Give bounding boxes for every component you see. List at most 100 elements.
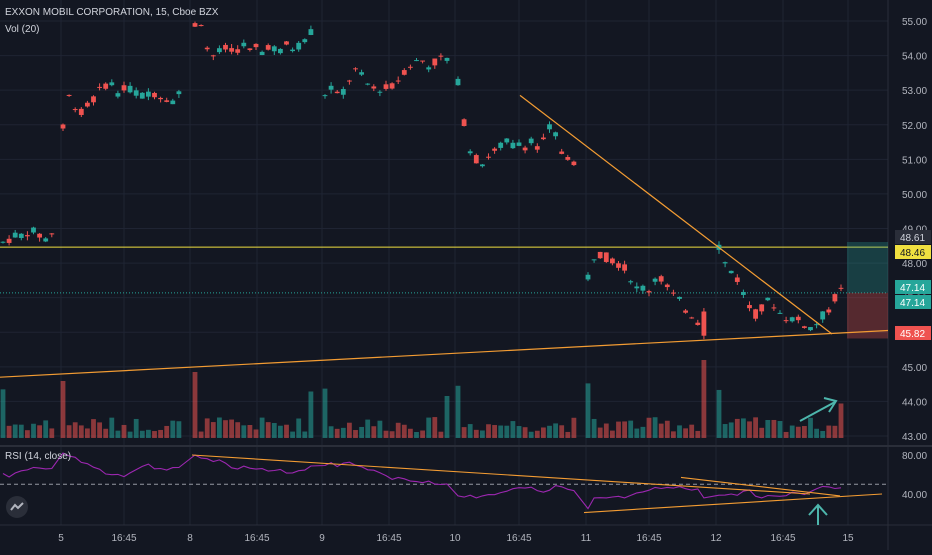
candle-body — [66, 94, 72, 96]
candle-body — [0, 241, 6, 243]
volume-bar — [278, 425, 283, 438]
candle-body — [241, 42, 247, 47]
tradingview-logo-icon[interactable] — [6, 496, 28, 518]
candle-body — [534, 146, 540, 150]
candle-body — [192, 23, 198, 27]
volume-bar — [461, 427, 467, 438]
volume-bar — [426, 417, 432, 438]
candle-body — [765, 297, 771, 301]
volume-bar — [265, 422, 271, 438]
candle-body — [176, 91, 182, 95]
x-tick-label: 15 — [842, 533, 854, 544]
volume-bar — [121, 424, 127, 438]
volume-bar — [49, 428, 55, 438]
volume-bar — [658, 423, 664, 438]
candle-body — [420, 60, 425, 62]
volume-bar — [480, 430, 485, 438]
candle-body — [334, 91, 340, 94]
volume-bar — [284, 424, 289, 438]
volume-bar — [31, 423, 36, 438]
volume-bar — [408, 428, 413, 438]
candle-body — [610, 258, 615, 264]
price-label-box — [895, 245, 931, 259]
x-tick-label: 8 — [187, 533, 193, 544]
y-tick-label: 45.00 — [902, 363, 927, 374]
candle-body — [6, 238, 12, 243]
candle-body — [146, 91, 151, 97]
candle-body — [85, 102, 90, 107]
rsi-short-trendline — [680, 476, 841, 497]
volume-bar — [176, 421, 182, 438]
x-tick-label: 12 — [710, 533, 722, 544]
volume-bar — [553, 423, 558, 438]
volume-bar — [734, 418, 740, 438]
volume-bar — [820, 430, 826, 438]
y-tick-label: 44.00 — [902, 397, 927, 408]
volume-bar — [302, 431, 308, 438]
volume-bar — [634, 428, 640, 438]
candle-body — [359, 72, 364, 75]
price-label-box — [895, 326, 931, 340]
candle-body — [371, 86, 377, 89]
x-tick-label: 16:45 — [244, 533, 269, 544]
volume-bar — [759, 427, 765, 438]
volume-bar — [747, 421, 752, 438]
candle-body — [777, 312, 783, 314]
volume-bar — [97, 422, 102, 438]
volume-arrow-icon — [799, 401, 836, 422]
volume-bar — [438, 431, 444, 438]
candle-body — [547, 124, 552, 130]
volume-bar — [383, 430, 389, 438]
volume-bar — [473, 429, 479, 438]
volume-bar — [66, 425, 72, 438]
rsi-tick-label: 40.00 — [902, 490, 927, 501]
volume-bar — [585, 383, 591, 438]
volume-bar — [695, 430, 701, 438]
x-tick-label: 16:45 — [506, 533, 531, 544]
candle-body — [652, 278, 658, 282]
candle-body — [401, 70, 407, 75]
candle-body — [504, 138, 510, 143]
candle-body — [528, 138, 534, 144]
candle-body — [689, 317, 695, 319]
volume-bar — [158, 429, 163, 438]
rsi-legend[interactable]: RSI (14, close) — [5, 451, 71, 462]
x-tick-label: 9 — [319, 533, 325, 544]
volume-bar — [198, 431, 204, 438]
candle-body — [741, 291, 746, 295]
candle-body — [91, 96, 96, 103]
volume-bar — [432, 417, 438, 438]
volume-bar — [622, 421, 627, 438]
symbol-legend[interactable]: EXXON MOBIL CORPORATION, 15, Cboe BZX — [5, 7, 218, 18]
candle-body — [31, 227, 36, 233]
volume-bar — [616, 421, 621, 438]
candle-body — [210, 55, 216, 57]
volume-bar — [229, 419, 234, 438]
volume-bar — [253, 429, 259, 438]
candle-body — [284, 41, 289, 45]
candle-body — [658, 276, 664, 282]
candle-body — [444, 57, 450, 61]
volume-bar — [528, 431, 534, 438]
candle-body — [795, 316, 801, 321]
volume-legend[interactable]: Vol (20) — [5, 24, 39, 35]
candle-body — [671, 292, 676, 294]
x-tick-label: 11 — [581, 533, 592, 544]
candle-body — [322, 95, 328, 97]
volume-bar — [610, 430, 615, 438]
candle-body — [72, 109, 78, 111]
candle-body — [438, 55, 444, 57]
volume-bar — [492, 425, 497, 438]
volume-bar — [414, 431, 419, 438]
candle-body — [377, 91, 383, 93]
volume-bar — [25, 430, 30, 438]
volume-bar — [597, 427, 603, 438]
volume-bar — [389, 431, 395, 438]
volume-bar — [328, 426, 334, 438]
candle-body — [826, 309, 832, 313]
candle-body — [133, 90, 139, 96]
volume-bar — [547, 425, 552, 438]
volume-bar — [152, 431, 157, 438]
